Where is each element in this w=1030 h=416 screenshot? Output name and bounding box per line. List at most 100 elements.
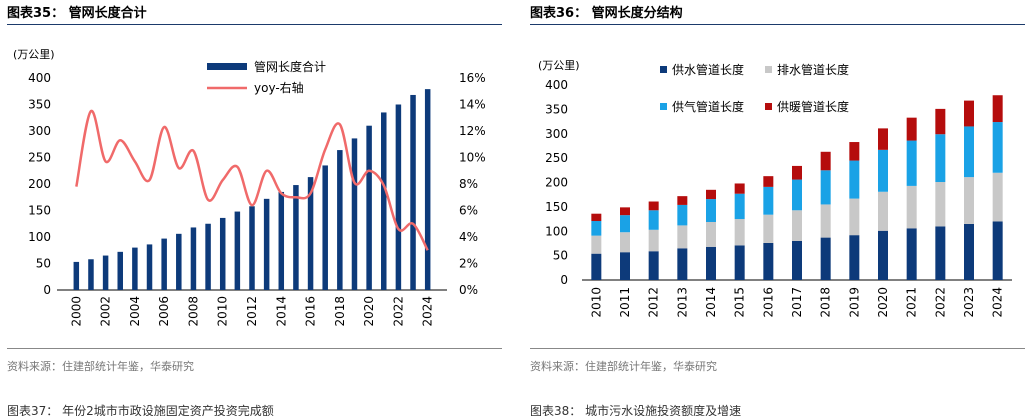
x-tick-label: 2008 — [186, 296, 200, 327]
legend-swatch — [765, 66, 772, 73]
source-divider — [7, 348, 502, 349]
bar-total-pipe-length — [161, 238, 167, 290]
bar-segment — [820, 237, 831, 280]
bar-segment — [935, 134, 946, 183]
legend-swatch — [660, 103, 667, 110]
bar-total-pipe-length — [205, 223, 211, 290]
x-tick-label: 2000 — [69, 296, 83, 327]
x-tick-label: 2012 — [245, 296, 259, 327]
x-tick-label: 2014 — [704, 287, 718, 318]
bar-segment — [992, 122, 1003, 173]
bar-total-pipe-length — [88, 259, 94, 290]
bar-segment — [792, 165, 802, 180]
bar-total-pipe-length — [263, 198, 270, 290]
bar-segment — [878, 191, 888, 231]
bar-total-pipe-length — [307, 177, 314, 290]
y-axis-unit: (万公里) — [13, 48, 55, 61]
bar-segment — [849, 160, 860, 199]
bar-segment — [878, 128, 888, 150]
x-tick-label: 2020 — [876, 287, 890, 318]
y-tick-label: 0 — [560, 273, 568, 287]
y-tick-label-right: 12% — [459, 124, 486, 138]
y-tick-label-left: 300 — [28, 124, 51, 138]
x-tick-label: 2004 — [128, 296, 142, 327]
bar-segment — [648, 210, 659, 230]
chart-title: 图表36： 管网长度分结构 — [530, 6, 683, 21]
bar-segment — [935, 182, 946, 227]
y-tick-label: 300 — [545, 127, 568, 141]
legend-label: 供水管道长度 — [672, 62, 744, 77]
bar-segment — [620, 215, 630, 233]
bar-segment — [906, 185, 917, 229]
x-tick-label: 2023 — [962, 287, 976, 318]
x-tick-label: 2016 — [304, 296, 318, 327]
x-tick-label: 2002 — [99, 296, 113, 327]
bar-segment — [964, 223, 974, 280]
source-note: 资料来源：住建部统计年鉴，华泰研究 — [530, 360, 717, 373]
bar-segment — [677, 196, 688, 205]
bar-total-pipe-length — [278, 191, 285, 290]
bar-segment — [906, 117, 917, 141]
source-divider — [530, 348, 1025, 349]
bar-segment — [992, 221, 1003, 280]
bar-total-pipe-length — [190, 227, 197, 290]
bar-segment — [677, 225, 688, 249]
x-tick-label: 2012 — [647, 287, 661, 318]
bar-segment — [820, 170, 831, 205]
bar-segment — [677, 204, 688, 226]
y-tick-label-left: 250 — [28, 151, 51, 165]
bar-segment — [763, 176, 774, 187]
bar-segment — [591, 235, 602, 254]
bar-segment — [620, 207, 630, 216]
legend-swatch — [660, 66, 667, 73]
x-tick-label: 2010 — [216, 296, 230, 327]
y-tick-label: 150 — [545, 200, 568, 214]
bar-segment — [820, 204, 831, 238]
bar-total-pipe-length — [102, 255, 109, 290]
x-tick-label: 2018 — [819, 287, 833, 318]
chart-total-pipe-length: (万公里) 0 50 100 150 200 250 300 350 400 0% 2% 4% 6% 8% 1… — [13, 48, 486, 327]
legend-swatch — [765, 103, 772, 110]
bar-segment — [620, 252, 630, 280]
bar-segment — [763, 214, 774, 243]
bar-segment — [763, 186, 774, 215]
bar-segment — [591, 213, 602, 222]
next-figure-caption: 图表37： 年份2城市市政设施固定资产投资完成额 — [7, 404, 274, 416]
title-divider — [7, 24, 502, 25]
bar-segment — [935, 226, 946, 280]
bar-segment — [964, 100, 974, 127]
bar-segment — [849, 235, 860, 280]
x-tick-label: 2018 — [333, 296, 347, 327]
y-tick-label: 50 — [553, 249, 568, 263]
bar-total-pipe-length — [410, 94, 416, 291]
bar-total-pipe-length — [337, 150, 343, 290]
y-tick-label-left: 0 — [43, 283, 51, 297]
bar-total-pipe-length — [146, 244, 153, 290]
y-tick-label-right: 2% — [459, 257, 478, 271]
y-tick-label-left: 50 — [36, 257, 51, 271]
bar-segment — [849, 198, 860, 236]
y-tick-label: 350 — [545, 102, 568, 116]
bar-total-pipe-length — [249, 206, 255, 290]
y-tick-label: 200 — [545, 176, 568, 190]
x-tick-label: 2014 — [274, 296, 288, 327]
x-tick-label: 2016 — [761, 287, 775, 318]
bar-segment — [648, 201, 659, 211]
x-tick-label: 2017 — [790, 287, 804, 318]
source-note: 资料来源：住建部统计年鉴，华泰研究 — [7, 360, 194, 373]
bar-segment — [935, 108, 946, 135]
y-tick-label: 100 — [545, 224, 568, 238]
x-tick-label: 2021 — [905, 287, 919, 318]
bar-segment — [620, 232, 630, 253]
y-tick-label: 250 — [545, 151, 568, 165]
x-tick-label: 2011 — [618, 287, 632, 318]
bar-total-pipe-length — [322, 165, 328, 290]
bar-total-pipe-length — [176, 233, 182, 290]
panel-total-pipe-length: 图表35： 管网长度合计 (万公里) 0 50 100 150 200 250 300 350 4… — [7, 0, 507, 416]
x-tick-label: 2024 — [421, 296, 435, 327]
bar-segment — [734, 245, 745, 280]
x-tick-label: 2013 — [675, 287, 689, 318]
x-tick-label: 2024 — [991, 287, 1005, 318]
bar-segment — [706, 189, 716, 200]
bar-segment — [591, 221, 602, 236]
